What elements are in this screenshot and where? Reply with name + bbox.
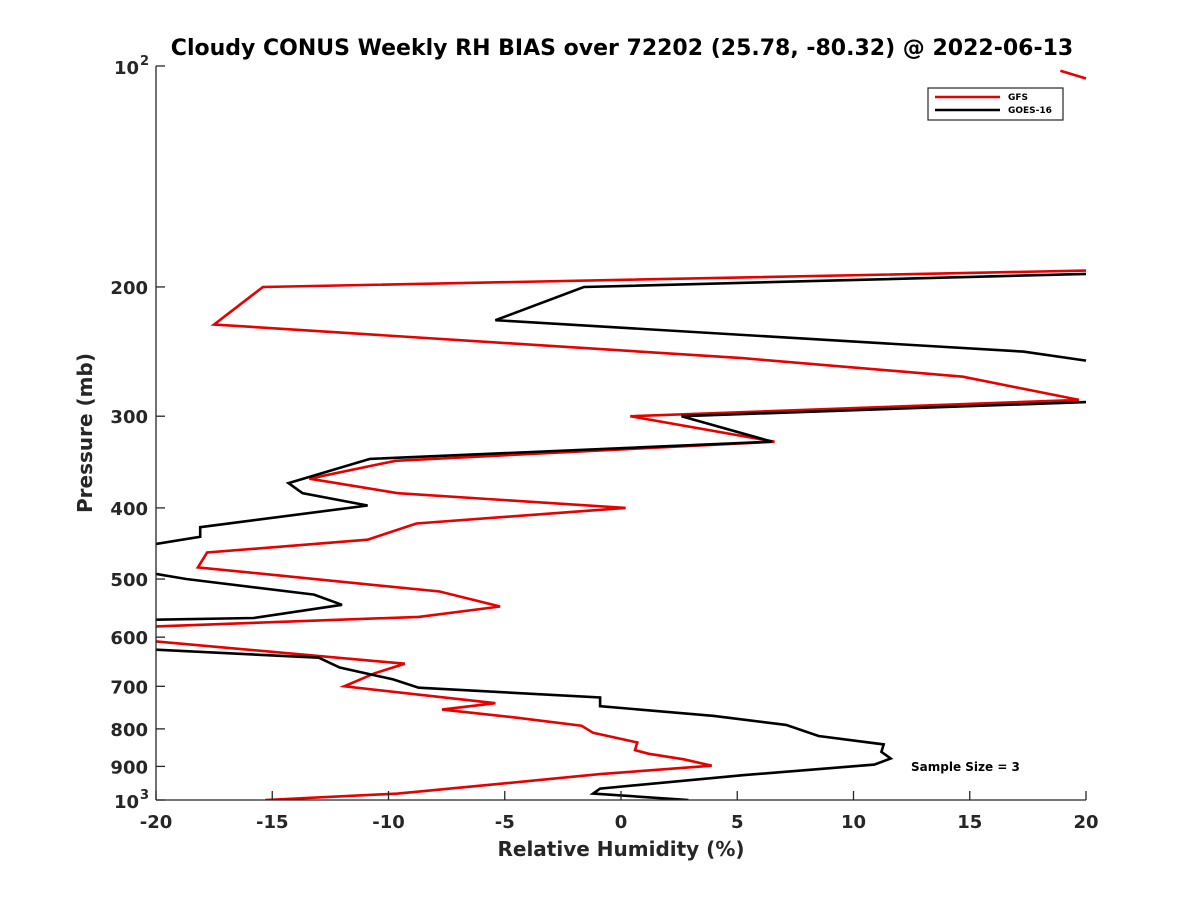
series-line-goes16-0 — [494, 272, 1087, 362]
y-tick-label: 10 — [114, 58, 139, 79]
chart-title: Cloudy CONUS Weekly RH BIAS over 72202 (… — [171, 36, 1073, 61]
legend-box — [927, 87, 1064, 121]
y-tick-label: 500 — [110, 570, 148, 591]
legend-label-gfs: GFS — [1008, 93, 1028, 103]
y-tick-exponent: 2 — [140, 54, 149, 69]
y-tick-label: 10 — [114, 792, 139, 813]
x-tick-label: -5 — [495, 812, 515, 833]
y-tick-label: 700 — [110, 677, 148, 698]
x-tick-label: 20 — [1073, 812, 1098, 833]
legend-label-goes16: GOES-16 — [1008, 106, 1052, 116]
x-axis-label: Relative Humidity (%) — [497, 837, 744, 861]
x-tick-label: -15 — [256, 812, 289, 833]
y-tick-label: 600 — [110, 628, 148, 649]
series-line-goes16-1 — [156, 400, 1087, 546]
y-tick-label: 400 — [110, 499, 148, 520]
y-tick-label: 800 — [110, 720, 148, 741]
x-tick-label: 10 — [841, 812, 866, 833]
x-axis-ticks: -20 -15 -10 -5 0 5 10 15 20 — [140, 791, 1099, 833]
series-line-gfs-2 — [156, 640, 712, 800]
x-tick-label: 0 — [615, 812, 628, 833]
legend: GFS GOES-16 — [927, 87, 1064, 121]
plot-area — [156, 69, 1087, 800]
x-tick-label: 5 — [731, 812, 744, 833]
series-line-goes16-3 — [156, 648, 894, 800]
sample-size-annotation: Sample Size = 3 — [911, 760, 1020, 774]
series-line-gfs-0 — [1060, 69, 1087, 80]
y-tick-exponent: 3 — [140, 788, 149, 803]
series-line-gfs-1 — [156, 269, 1087, 628]
series-line-goes16-2 — [156, 572, 343, 621]
y-tick-label: 300 — [110, 407, 148, 428]
y-tick-label: 900 — [110, 757, 148, 778]
y-axis-label: Pressure (mb) — [73, 353, 97, 513]
y-tick-label: 200 — [110, 278, 148, 299]
x-tick-label: -20 — [140, 812, 173, 833]
x-tick-label: -10 — [372, 812, 405, 833]
x-tick-label: 15 — [957, 812, 982, 833]
